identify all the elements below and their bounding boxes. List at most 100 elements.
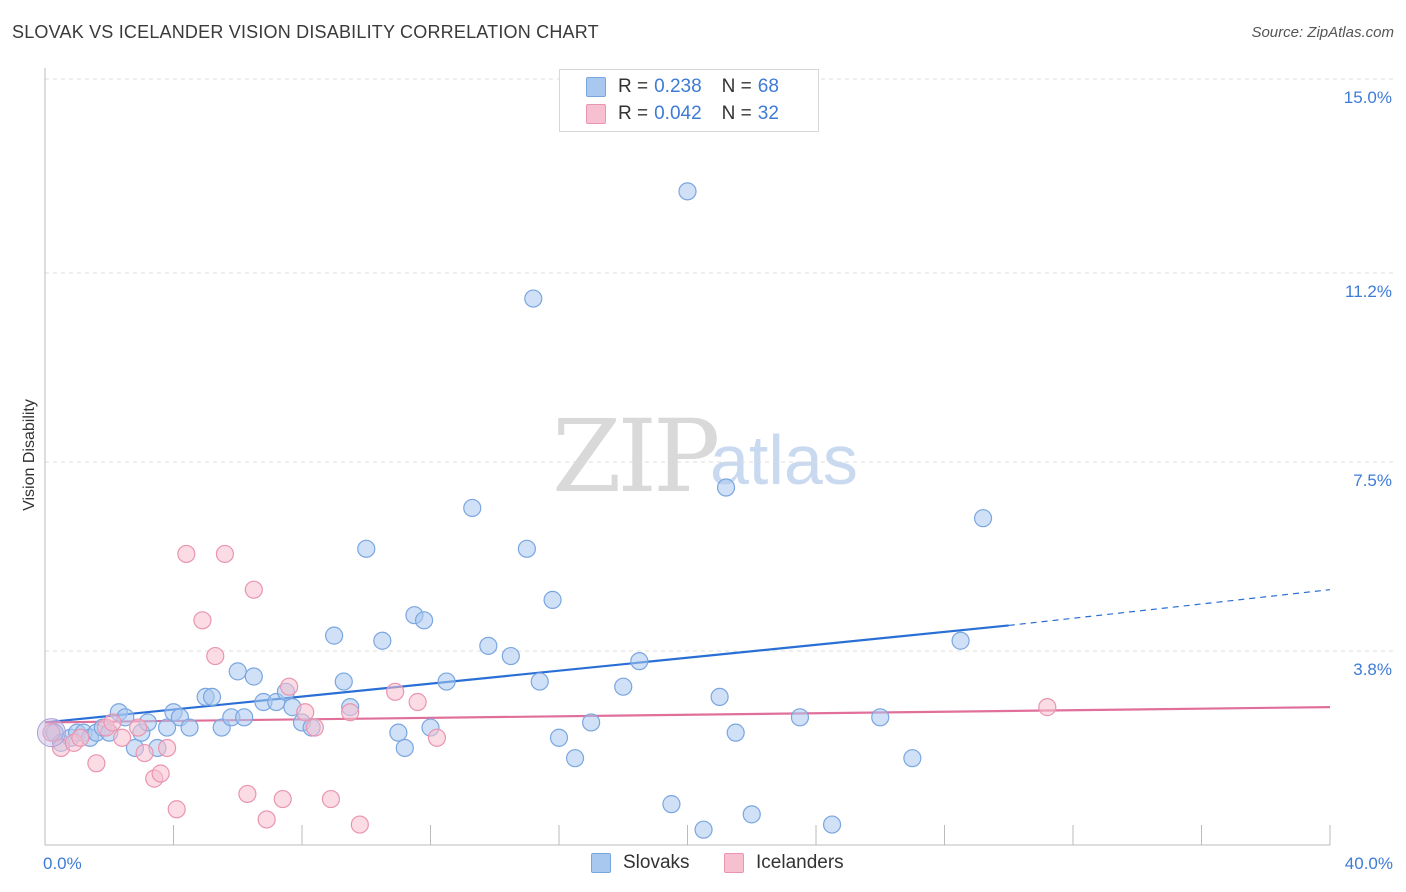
point-slovaks bbox=[951, 631, 970, 650]
y-tick-label: 3.8% bbox=[1353, 660, 1392, 679]
point-slovaks bbox=[726, 723, 745, 742]
point-slovaks bbox=[334, 672, 353, 691]
bottom-legend-swatch-slovaks bbox=[591, 853, 611, 873]
point-slovaks bbox=[414, 611, 434, 630]
point-slovaks bbox=[822, 815, 842, 834]
bottom-legend-swatch-icelanders bbox=[724, 853, 744, 873]
point-slovaks bbox=[325, 626, 344, 645]
point-icelanders bbox=[167, 800, 186, 819]
point-slovaks bbox=[871, 708, 890, 727]
legend-n-value: 32 bbox=[757, 103, 779, 124]
point-slovaks bbox=[479, 636, 498, 655]
legend-r-label: R = bbox=[618, 103, 649, 124]
point-icelanders bbox=[135, 743, 154, 763]
chart-source: Source: ZipAtlas.com bbox=[1251, 24, 1394, 41]
point-icelanders bbox=[206, 646, 225, 666]
legend: R = 0.238 N = 68 R = 0.042 N = 32 bbox=[559, 69, 819, 132]
point-slovaks bbox=[517, 539, 536, 558]
point-icelanders bbox=[103, 713, 122, 732]
point-icelanders bbox=[129, 718, 148, 737]
point-slovaks bbox=[530, 672, 549, 691]
point-slovaks bbox=[373, 631, 392, 650]
point-slovaks bbox=[501, 646, 520, 666]
point-icelanders bbox=[408, 692, 427, 712]
point-slovaks bbox=[235, 708, 254, 727]
point-icelanders bbox=[151, 764, 170, 783]
point-slovaks bbox=[582, 713, 601, 732]
legend-r-value: 0.238 bbox=[654, 76, 702, 97]
legend-r-value: 0.042 bbox=[654, 103, 702, 124]
point-icelanders bbox=[305, 718, 324, 737]
point-slovaks bbox=[244, 667, 263, 686]
point-slovaks bbox=[395, 738, 414, 758]
y-axis-label: Vision Disability bbox=[21, 399, 38, 511]
trend-lines bbox=[44, 589, 1331, 724]
legend-row-slovaks: R = 0.238 N = 68 bbox=[586, 75, 779, 99]
y-tick-label: 7.5% bbox=[1353, 471, 1392, 490]
point-slovaks bbox=[180, 718, 199, 737]
point-icelanders bbox=[296, 703, 315, 722]
legend-n-label: N = bbox=[721, 76, 752, 97]
point-slovaks bbox=[463, 498, 482, 518]
legend-swatch-slovaks bbox=[586, 77, 606, 97]
point-icelanders bbox=[386, 682, 405, 701]
point-icelanders bbox=[1038, 698, 1057, 717]
point-icelanders bbox=[87, 754, 106, 773]
legend-swatch-icelanders bbox=[586, 104, 606, 124]
trendline-slovaks-extension bbox=[1008, 589, 1331, 627]
legend-n-label: N = bbox=[721, 103, 752, 124]
point-slovaks bbox=[437, 672, 456, 691]
y-tick-label: 11.2% bbox=[1345, 282, 1392, 301]
point-slovaks bbox=[716, 478, 736, 497]
point-slovaks bbox=[662, 795, 681, 814]
point-slovaks bbox=[565, 749, 585, 768]
point-slovaks bbox=[549, 728, 569, 747]
watermark-zip: ZIP bbox=[552, 398, 720, 515]
point-icelanders bbox=[112, 728, 132, 747]
x-tick-label: 40.0% bbox=[1345, 854, 1393, 873]
bottom-legend-label-slovaks: Slovaks bbox=[623, 852, 690, 873]
point-icelanders bbox=[273, 789, 292, 809]
chart-title: SLOVAK VS ICELANDER VISION DISABILITY CO… bbox=[12, 22, 599, 42]
point-icelanders bbox=[427, 728, 447, 747]
point-slovaks bbox=[157, 718, 177, 737]
point-slovaks bbox=[790, 708, 810, 727]
point-slovaks bbox=[228, 662, 247, 681]
point-icelanders bbox=[244, 580, 263, 599]
point-cluster bbox=[36, 718, 66, 748]
point-icelanders bbox=[280, 677, 299, 696]
point-slovaks bbox=[630, 652, 649, 671]
point-icelanders bbox=[177, 544, 196, 564]
point-icelanders bbox=[321, 789, 341, 809]
point-slovaks bbox=[973, 509, 993, 528]
point-icelanders bbox=[215, 544, 234, 564]
point-icelanders bbox=[257, 810, 276, 829]
point-slovaks bbox=[710, 687, 729, 707]
point-slovaks bbox=[742, 805, 761, 824]
point-slovaks bbox=[202, 687, 222, 707]
axes bbox=[44, 68, 1331, 846]
point-slovaks bbox=[694, 820, 713, 839]
point-slovaks bbox=[357, 539, 376, 558]
point-slovaks bbox=[389, 723, 408, 742]
bottom-legend-label-icelanders: Icelanders bbox=[756, 852, 844, 873]
trendline-icelanders bbox=[44, 706, 1331, 724]
point-slovaks bbox=[614, 677, 633, 696]
point-icelanders bbox=[71, 728, 90, 747]
point-icelanders bbox=[350, 815, 369, 834]
trendline-slovaks bbox=[44, 624, 1009, 724]
point-icelanders bbox=[42, 723, 61, 742]
x-tick-label: 0.0% bbox=[43, 854, 82, 873]
bottom-legend-icelanders[interactable]: Icelanders bbox=[724, 852, 844, 874]
point-icelanders bbox=[157, 738, 177, 758]
gridlines bbox=[45, 78, 1395, 652]
legend-n-value: 68 bbox=[757, 76, 779, 97]
point-slovaks bbox=[543, 590, 562, 609]
axis-labels: 3.8% 7.5% 11.2% 15.0% 0.0% 40.0% Vision Disabi… bbox=[21, 88, 1393, 873]
legend-row-icelanders: R = 0.042 N = 32 bbox=[586, 102, 779, 126]
legend-r-label: R = bbox=[618, 76, 649, 97]
bottom-legend-slovaks[interactable]: Slovaks bbox=[591, 852, 690, 874]
point-icelanders bbox=[341, 703, 360, 722]
point-slovaks bbox=[678, 182, 697, 201]
point-slovaks bbox=[903, 749, 922, 768]
